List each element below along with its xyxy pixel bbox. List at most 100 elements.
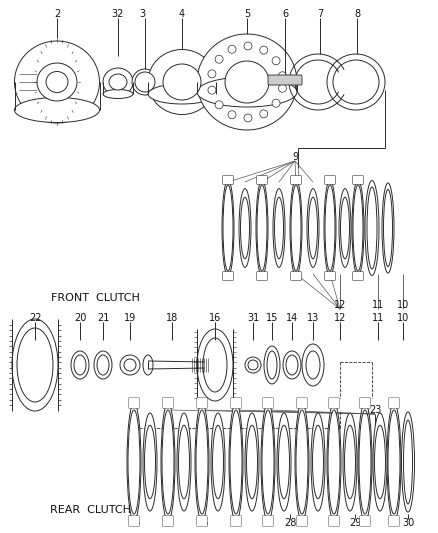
Ellipse shape — [240, 197, 250, 259]
Ellipse shape — [327, 54, 385, 110]
Text: 20: 20 — [74, 313, 86, 323]
Ellipse shape — [97, 355, 109, 375]
FancyBboxPatch shape — [297, 398, 307, 408]
Ellipse shape — [197, 77, 297, 107]
Text: 23: 23 — [369, 405, 381, 415]
Ellipse shape — [245, 413, 259, 511]
Ellipse shape — [223, 185, 233, 271]
FancyBboxPatch shape — [268, 75, 302, 85]
Ellipse shape — [283, 351, 301, 379]
Ellipse shape — [275, 197, 283, 259]
Ellipse shape — [388, 410, 400, 514]
FancyBboxPatch shape — [129, 516, 139, 526]
Text: 13: 13 — [307, 313, 319, 323]
Ellipse shape — [273, 189, 285, 268]
Ellipse shape — [374, 425, 385, 499]
FancyBboxPatch shape — [360, 516, 370, 526]
Ellipse shape — [109, 74, 127, 90]
Ellipse shape — [179, 425, 190, 499]
Ellipse shape — [279, 72, 286, 80]
Ellipse shape — [46, 71, 68, 93]
FancyBboxPatch shape — [129, 398, 139, 408]
Ellipse shape — [365, 181, 379, 276]
FancyBboxPatch shape — [360, 398, 370, 408]
Ellipse shape — [14, 98, 99, 123]
FancyBboxPatch shape — [257, 272, 267, 280]
FancyBboxPatch shape — [389, 516, 399, 526]
Text: 22: 22 — [29, 313, 41, 323]
Ellipse shape — [345, 425, 356, 499]
FancyBboxPatch shape — [325, 272, 336, 280]
FancyBboxPatch shape — [389, 398, 399, 408]
Ellipse shape — [260, 110, 268, 118]
Ellipse shape — [333, 60, 379, 104]
Text: 24: 24 — [128, 518, 140, 528]
FancyBboxPatch shape — [162, 516, 173, 526]
Ellipse shape — [279, 84, 286, 92]
FancyBboxPatch shape — [263, 516, 273, 526]
Text: 31: 31 — [247, 313, 259, 323]
FancyBboxPatch shape — [162, 398, 173, 408]
Ellipse shape — [132, 69, 158, 95]
Ellipse shape — [196, 410, 208, 514]
Ellipse shape — [215, 101, 223, 109]
FancyBboxPatch shape — [263, 398, 273, 408]
Text: 26: 26 — [196, 518, 208, 528]
Ellipse shape — [195, 403, 209, 521]
Ellipse shape — [402, 412, 414, 512]
FancyBboxPatch shape — [297, 516, 307, 526]
Ellipse shape — [127, 403, 141, 521]
Text: 14: 14 — [286, 313, 298, 323]
Text: 11: 11 — [372, 313, 384, 323]
Ellipse shape — [12, 319, 58, 411]
Ellipse shape — [14, 41, 99, 123]
Text: 2: 2 — [54, 9, 60, 19]
Ellipse shape — [197, 34, 297, 130]
Ellipse shape — [103, 68, 133, 96]
Ellipse shape — [245, 357, 261, 373]
Ellipse shape — [17, 328, 53, 402]
Ellipse shape — [359, 410, 371, 514]
Text: 10: 10 — [397, 300, 409, 310]
Ellipse shape — [228, 45, 236, 53]
Ellipse shape — [327, 403, 341, 521]
Text: 4: 4 — [179, 9, 185, 19]
Ellipse shape — [128, 410, 140, 514]
Ellipse shape — [264, 346, 280, 384]
FancyBboxPatch shape — [328, 516, 339, 526]
Ellipse shape — [262, 410, 274, 514]
Ellipse shape — [135, 72, 155, 92]
FancyBboxPatch shape — [197, 398, 207, 408]
Ellipse shape — [290, 180, 302, 276]
Text: 19: 19 — [124, 313, 136, 323]
Ellipse shape — [339, 189, 351, 268]
Ellipse shape — [229, 403, 243, 521]
Ellipse shape — [261, 403, 275, 521]
Ellipse shape — [215, 55, 223, 63]
Ellipse shape — [403, 420, 413, 504]
Ellipse shape — [260, 46, 268, 54]
Ellipse shape — [340, 197, 350, 259]
Ellipse shape — [162, 410, 174, 514]
Ellipse shape — [295, 403, 309, 521]
FancyBboxPatch shape — [257, 176, 267, 184]
Ellipse shape — [211, 413, 225, 511]
Ellipse shape — [306, 351, 320, 379]
Ellipse shape — [286, 355, 298, 375]
FancyBboxPatch shape — [197, 516, 207, 526]
FancyBboxPatch shape — [325, 176, 336, 184]
Ellipse shape — [352, 180, 364, 276]
Ellipse shape — [74, 355, 86, 375]
Text: 12: 12 — [334, 300, 346, 310]
Text: 3: 3 — [139, 9, 145, 19]
Ellipse shape — [307, 189, 319, 268]
Ellipse shape — [267, 351, 277, 379]
Text: 10: 10 — [397, 313, 409, 323]
Text: 27: 27 — [230, 518, 242, 528]
FancyBboxPatch shape — [353, 176, 363, 184]
Ellipse shape — [272, 99, 280, 107]
Ellipse shape — [177, 413, 191, 511]
Text: 5: 5 — [244, 9, 250, 19]
Ellipse shape — [257, 185, 267, 271]
FancyBboxPatch shape — [223, 272, 233, 280]
